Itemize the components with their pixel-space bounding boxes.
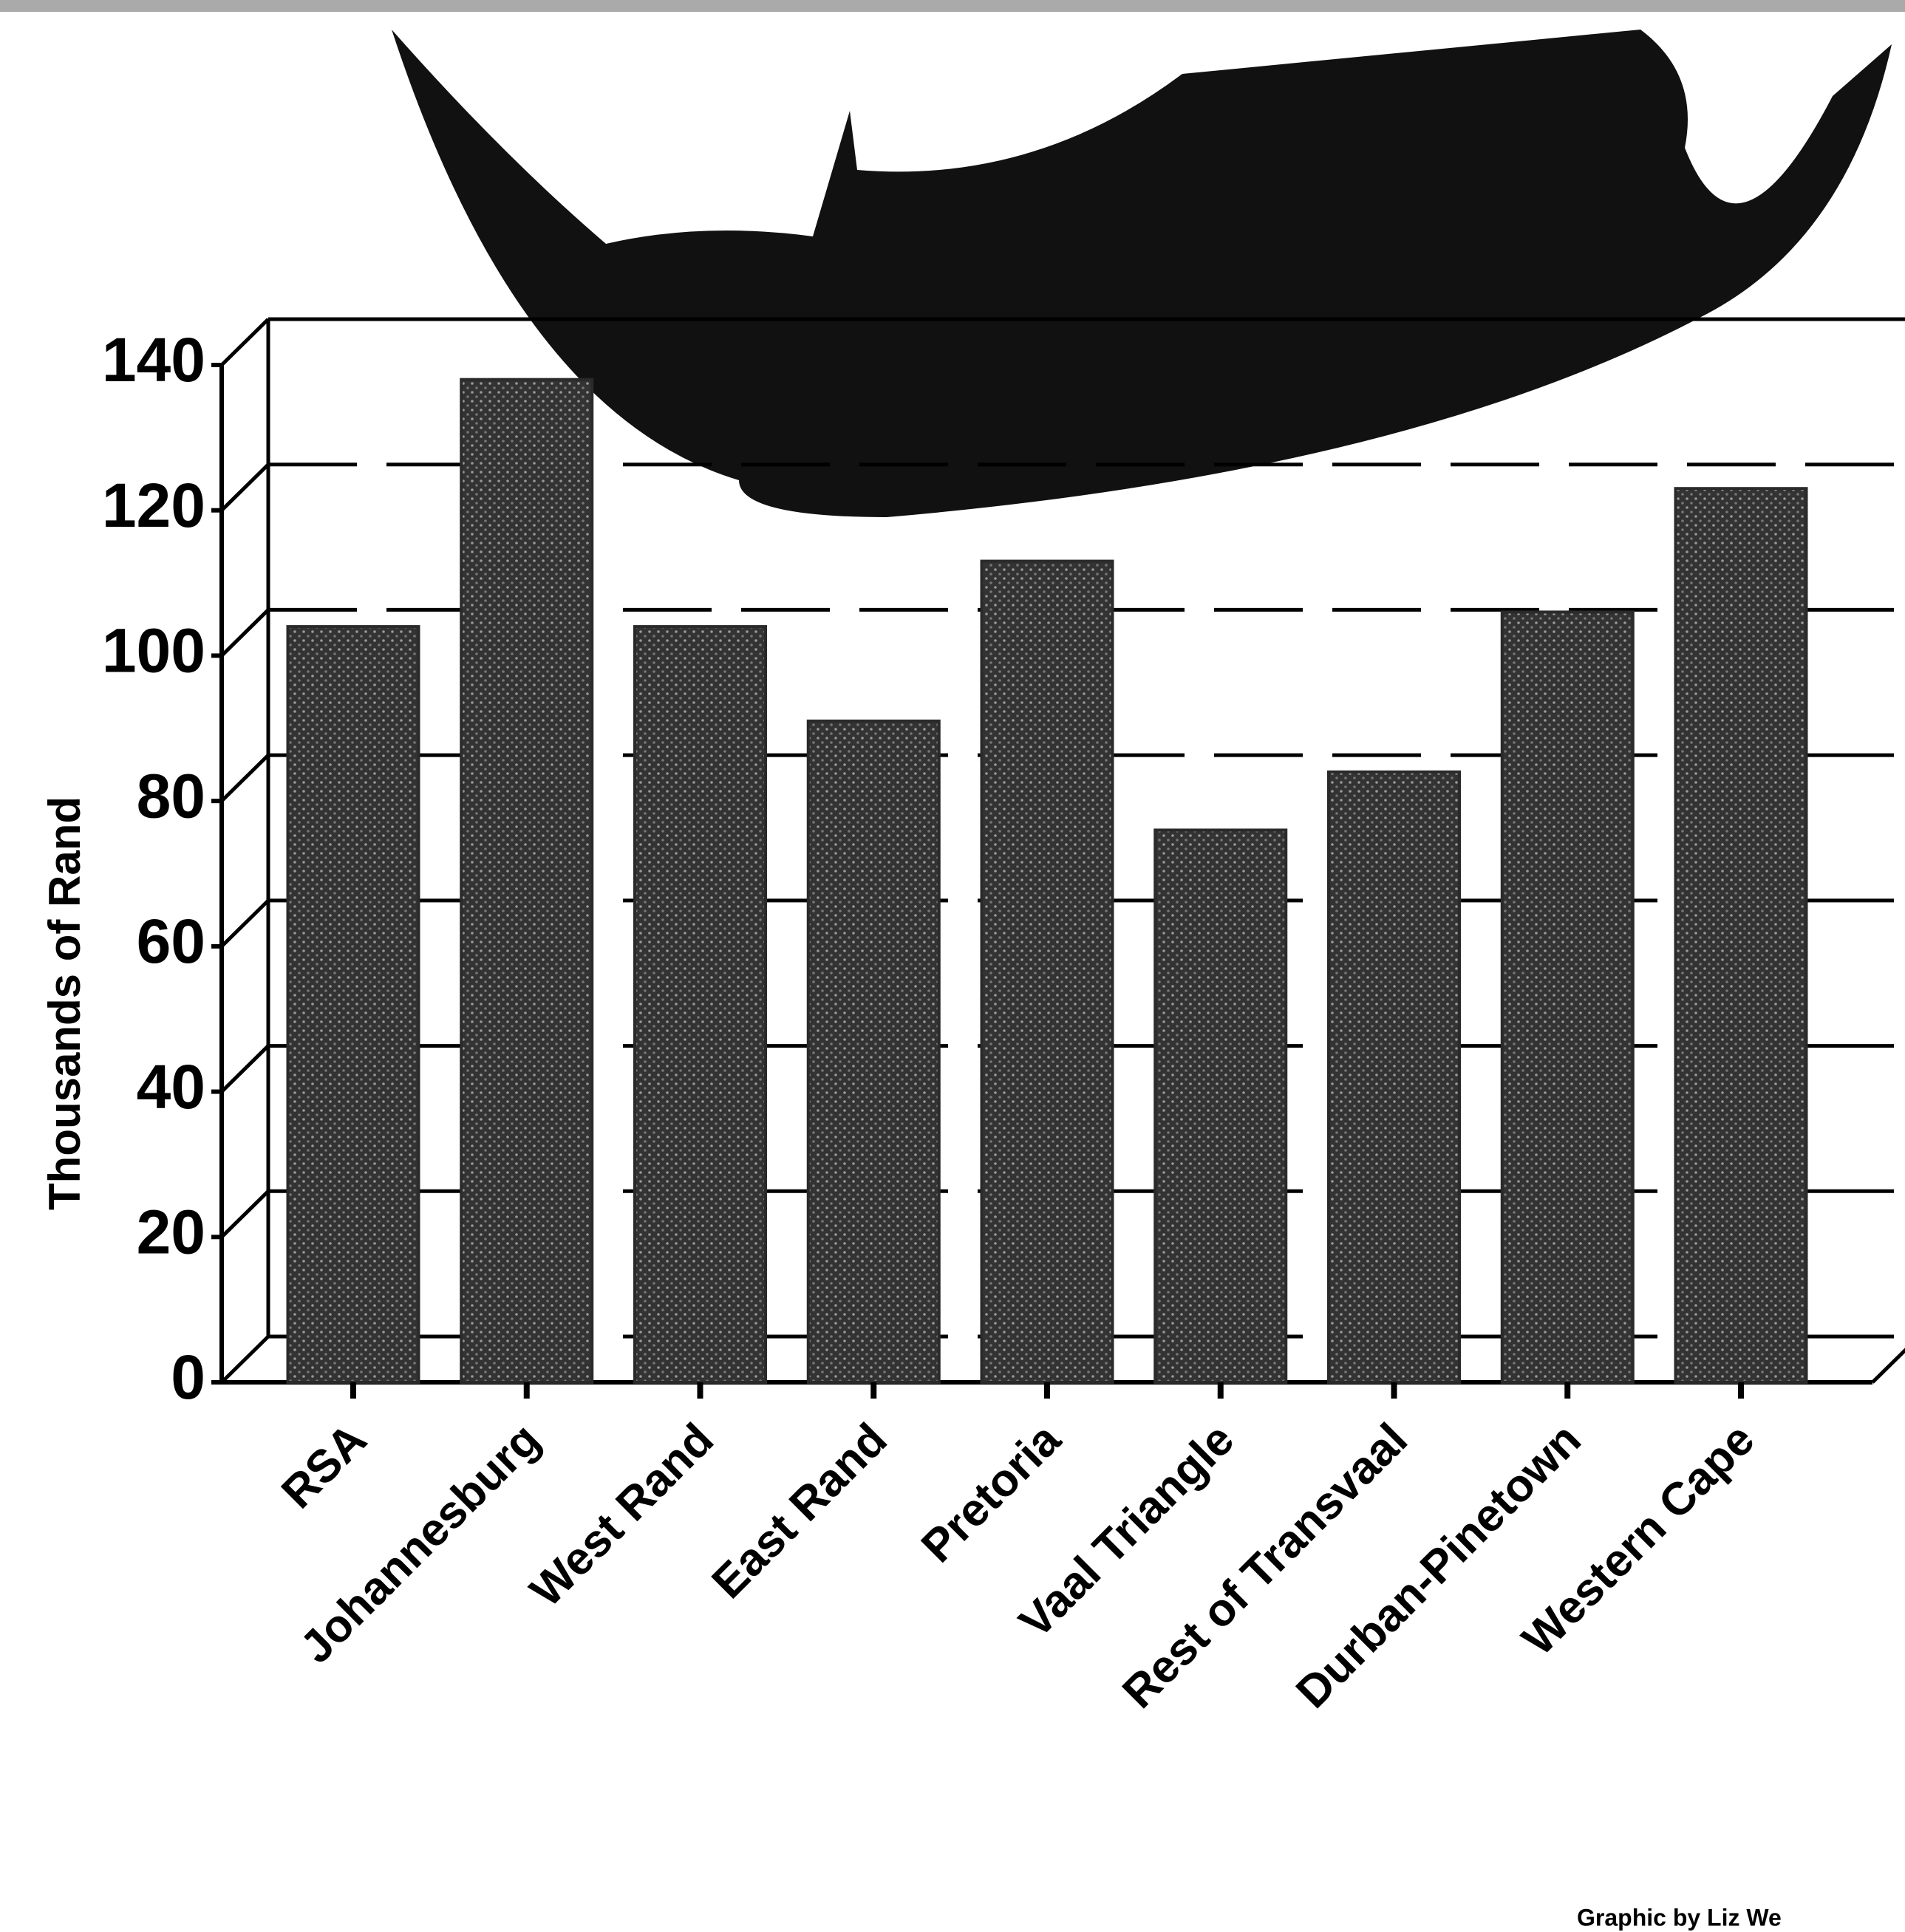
bar [806,719,941,1384]
x-tick-label: Rest of Transvaal [1113,1414,1417,1718]
x-tick-label: East Rand [703,1414,897,1608]
y-tick-label: 40 [137,1052,205,1122]
bar [1500,610,1635,1384]
side-grid-line [220,462,270,512]
side-grid-line [220,318,270,366]
bar [1327,770,1461,1385]
y-axis-label: Thousands of Rand [40,796,89,1210]
side-grid-line [220,1044,270,1093]
bar [1674,487,1808,1384]
credit: Graphic by Liz We [1577,1904,1782,1931]
bar [460,378,594,1385]
bar [980,559,1114,1384]
bar [633,625,767,1384]
y-tick-label: 60 [137,907,205,976]
side-grid-line [220,1335,270,1384]
floor-right [1871,1348,1905,1384]
side-grid-line [220,754,270,802]
y-tick-label: 0 [171,1342,205,1412]
y-tick-label: 100 [102,616,205,686]
y-tick-label: 120 [102,471,205,540]
side-grid-line [220,1189,270,1239]
map-illustration [392,30,1892,517]
x-tick-label: West Rand [520,1414,723,1617]
bar [286,625,420,1384]
y-tick-label: 20 [137,1197,205,1266]
bar [1153,828,1288,1384]
x-tick-label: Pretoria [912,1413,1071,1572]
x-tick-label: Durban-Pinetown [1287,1414,1591,1718]
side-grid-line [220,899,270,948]
side-grid-line [220,608,270,658]
x-tick-label: RSA [272,1414,376,1518]
top-strip [0,0,1905,12]
y-tick-label: 80 [137,761,205,830]
y-tick-label: 140 [102,325,205,395]
